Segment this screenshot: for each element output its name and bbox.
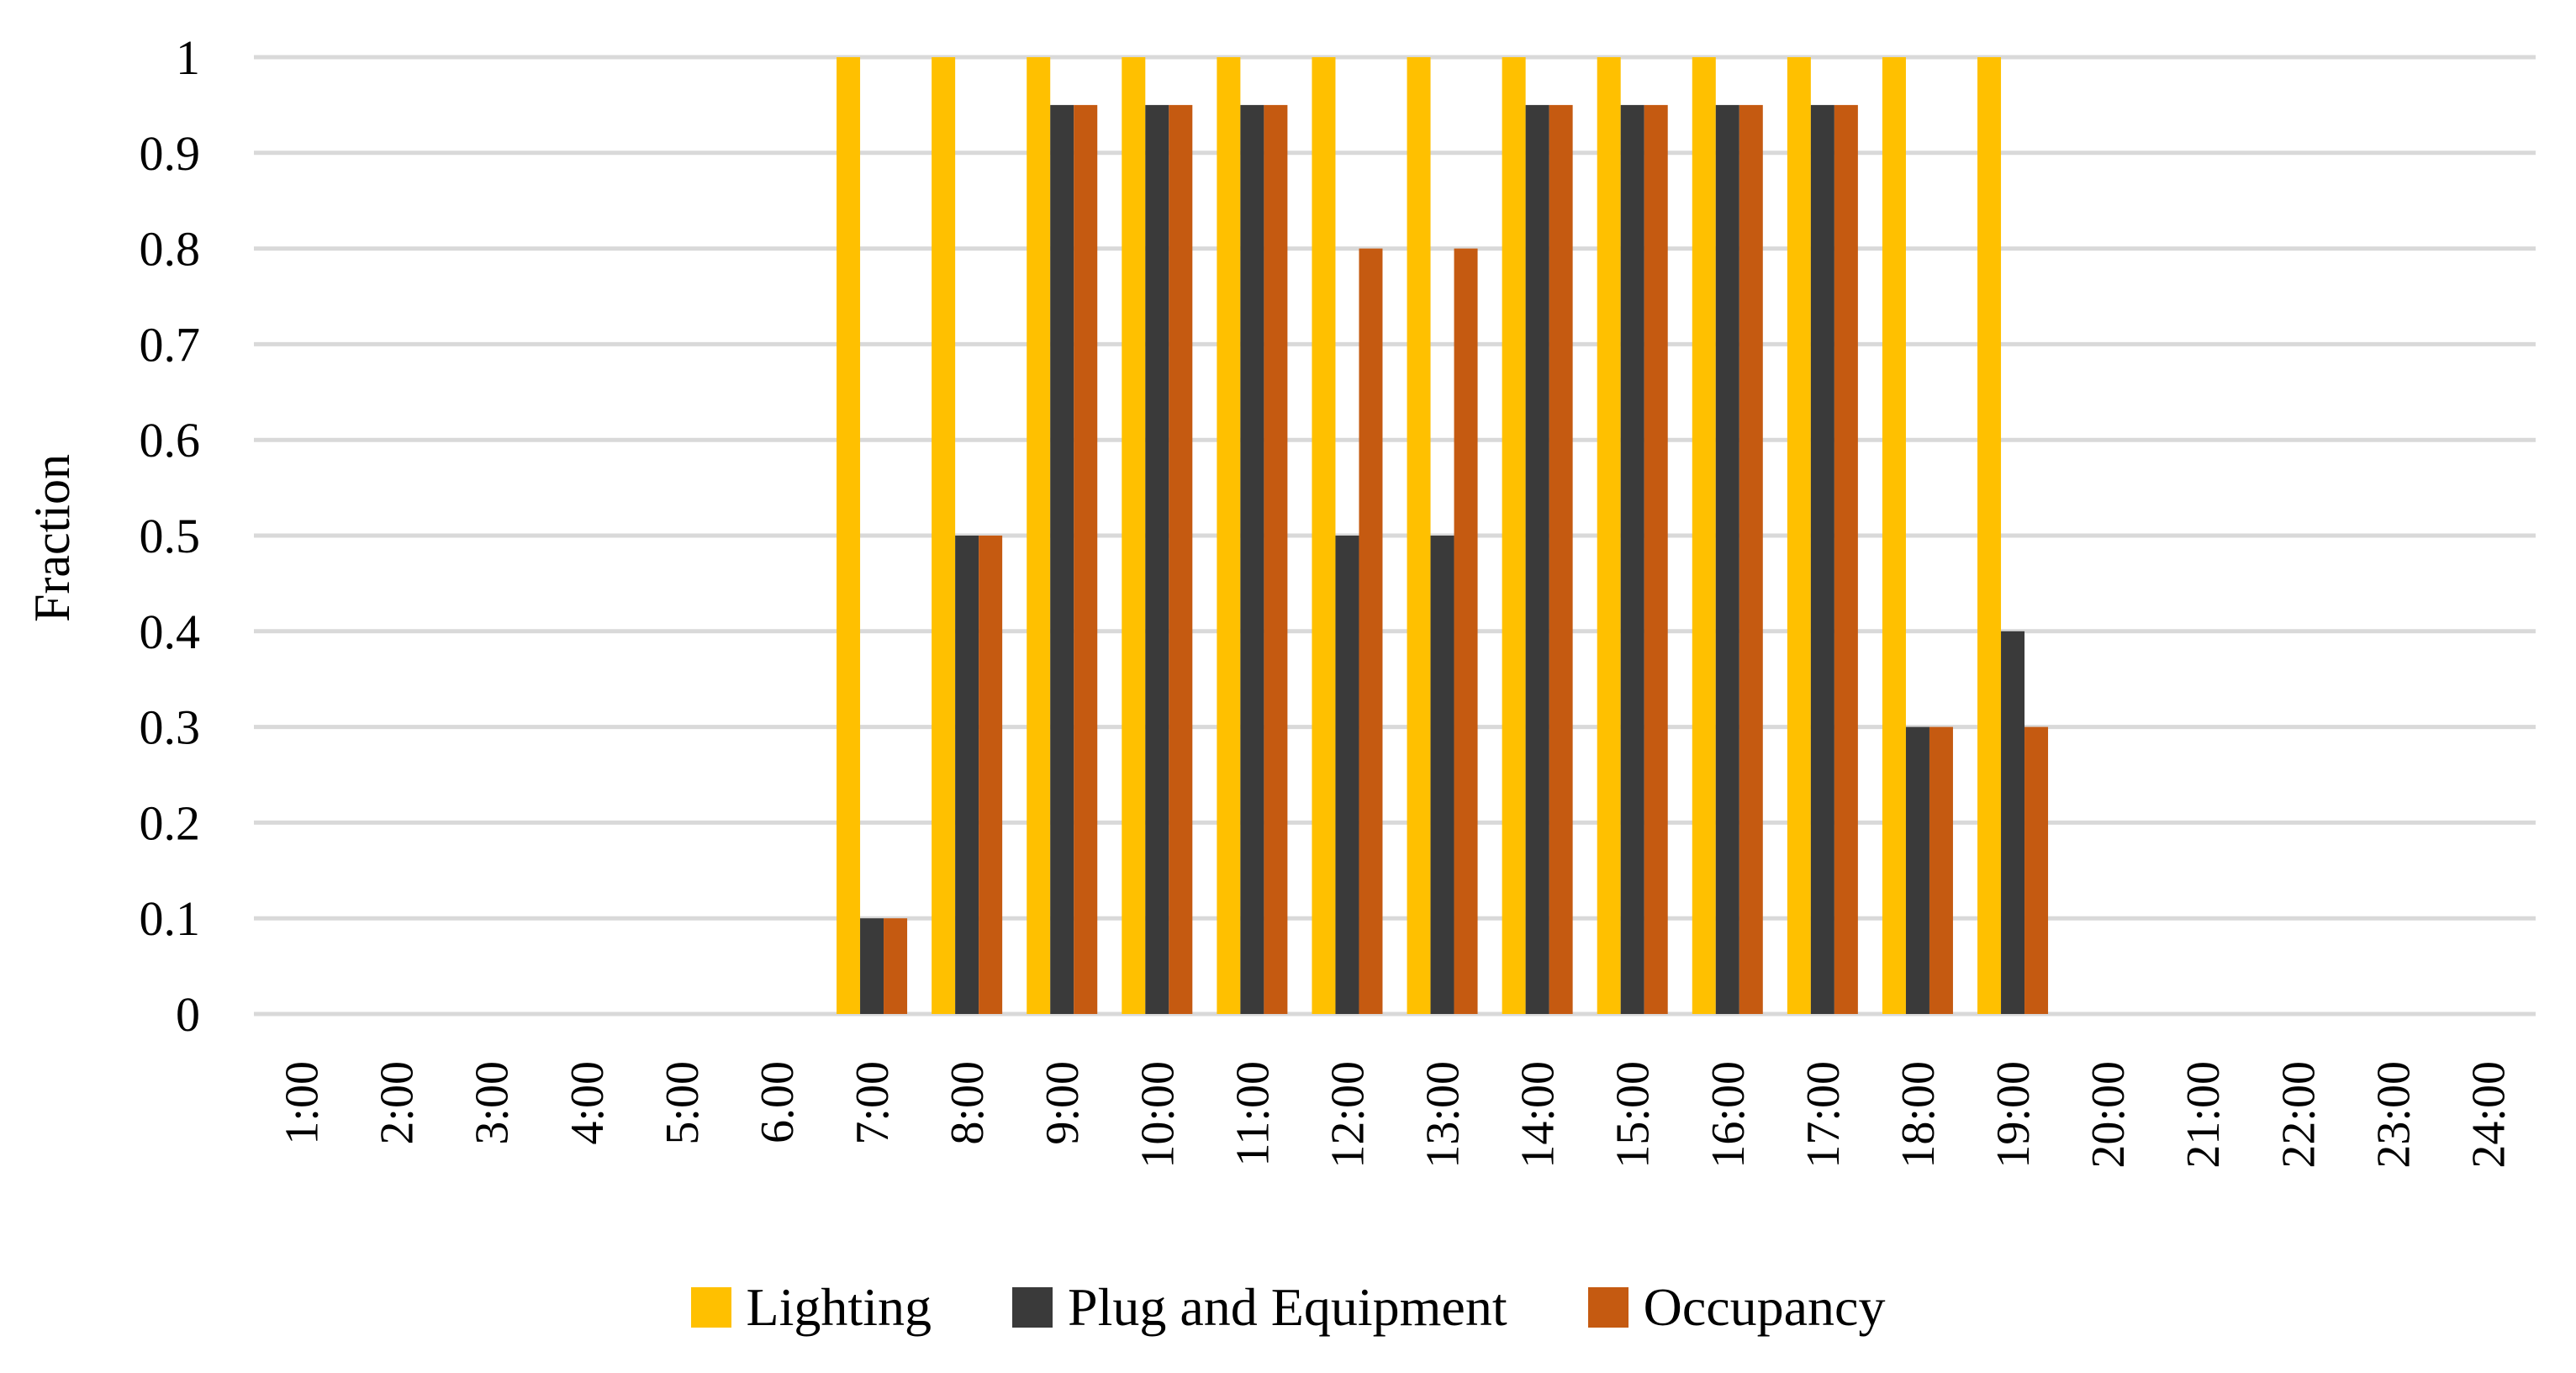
- bar-plug-and-equipment-800: [955, 536, 979, 1014]
- y-tick-label: 0.9: [140, 126, 201, 181]
- y-tick-label: 0.1: [140, 891, 201, 946]
- bar-occupancy-1100: [1264, 104, 1288, 1014]
- y-tick-label: 0.3: [140, 700, 201, 755]
- bar-occupancy-800: [979, 536, 1003, 1014]
- x-axis-ticks: 1:00 2:00 3:00 4:00 5:00 6.00 7:00 8:00 9:00 10:0…: [277, 1061, 2515, 1169]
- bar-plug-and-equipment-1400: [1525, 104, 1549, 1014]
- bar-occupancy-1500: [1644, 104, 1668, 1014]
- x-tick-label: 21:00: [2177, 1061, 2230, 1169]
- x-tick-label: 4:00: [562, 1061, 614, 1145]
- bar-lighting-700: [837, 57, 861, 1014]
- x-tick-label: 1:00: [277, 1061, 329, 1145]
- y-tick-label: 0.8: [140, 222, 201, 277]
- x-tick-label: 15:00: [1607, 1061, 1660, 1169]
- bar-lighting-1200: [1312, 57, 1336, 1014]
- bar-plug-and-equipment-1900: [2001, 631, 2025, 1014]
- bar-plug-and-equipment-1300: [1430, 536, 1454, 1014]
- y-tick-label: 0.5: [140, 509, 201, 563]
- x-tick-label: 7:00: [847, 1061, 899, 1145]
- bar-plug-and-equipment-1700: [1810, 104, 1834, 1014]
- x-tick-label: 3:00: [467, 1061, 519, 1145]
- bar-occupancy-1400: [1549, 104, 1573, 1014]
- bar-lighting-1600: [1692, 57, 1716, 1014]
- x-tick-label: 12:00: [1322, 1061, 1374, 1169]
- bar-lighting-1700: [1787, 57, 1811, 1014]
- legend-swatch: [1011, 1287, 1053, 1328]
- x-tick-label: 16:00: [1702, 1061, 1755, 1169]
- bar-lighting-1400: [1502, 57, 1526, 1014]
- y-tick-label: 1: [176, 30, 200, 85]
- bar-plug-and-equipment-1000: [1145, 104, 1169, 1014]
- x-tick-label: 6.00: [752, 1061, 804, 1143]
- legend-swatch: [1587, 1287, 1628, 1328]
- y-tick-label: 0: [176, 987, 200, 1042]
- legend: Lighting Plug and Equipment Occupancy: [0, 1270, 2576, 1345]
- bar-lighting-1800: [1882, 57, 1906, 1014]
- bar-occupancy-1300: [1454, 248, 1478, 1015]
- x-tick-label: 20:00: [2082, 1061, 2135, 1169]
- bar-occupancy-1900: [2024, 726, 2049, 1014]
- bar-occupancy-700: [884, 918, 908, 1014]
- x-tick-label: 2:00: [372, 1061, 424, 1145]
- bar-occupancy-1700: [1834, 104, 1858, 1014]
- y-tick-label: 0.6: [140, 413, 201, 467]
- bar-occupancy-1600: [1739, 104, 1763, 1014]
- bar-plug-and-equipment-1200: [1335, 536, 1359, 1014]
- legend-label: Occupancy: [1643, 1277, 1886, 1337]
- y-axis-ticks: 0 0.1 0.2 0.3 0.4 0.5 0.6 0.7 0.8 0.9 1: [140, 30, 201, 1042]
- bar-lighting-1100: [1217, 57, 1241, 1014]
- x-tick-label: 5:00: [657, 1061, 709, 1145]
- gridlines: [254, 55, 2536, 1017]
- bar-lighting-1500: [1597, 57, 1621, 1014]
- bar-plug-and-equipment-1800: [1905, 726, 1929, 1014]
- x-tick-label: 9:00: [1037, 1061, 1089, 1145]
- bar-lighting-900: [1027, 57, 1051, 1014]
- x-tick-label: 24:00: [2463, 1061, 2515, 1169]
- legend-label: Plug and Equipment: [1067, 1277, 1507, 1337]
- bar-plug-and-equipment-1100: [1240, 104, 1264, 1014]
- bar-occupancy-1200: [1359, 248, 1383, 1015]
- x-tick-label: 23:00: [2367, 1061, 2420, 1169]
- legend-item-occupancy: Occupancy: [1587, 1276, 1886, 1339]
- x-tick-label: 22:00: [2272, 1061, 2325, 1169]
- x-tick-label: 11:00: [1227, 1061, 1279, 1166]
- bar-occupancy-1800: [1929, 726, 1953, 1014]
- y-tick-label: 0.2: [140, 795, 201, 850]
- y-axis-label: Fraction: [24, 454, 80, 622]
- bar-occupancy-1000: [1169, 104, 1193, 1014]
- legend-item-lighting: Lighting: [690, 1276, 932, 1339]
- bar-lighting-1300: [1407, 57, 1431, 1014]
- x-tick-label: 8:00: [942, 1061, 994, 1145]
- bar-occupancy-900: [1074, 104, 1098, 1014]
- x-tick-label: 13:00: [1417, 1061, 1470, 1169]
- y-tick-label: 0.7: [140, 317, 201, 372]
- bar-lighting-1900: [1977, 57, 2002, 1014]
- bar-plug-and-equipment-700: [860, 918, 884, 1014]
- bar-plug-and-equipment-900: [1050, 104, 1074, 1014]
- bar-plug-and-equipment-1500: [1620, 104, 1644, 1014]
- legend-item-plug-and-equipment: Plug and Equipment: [1011, 1276, 1507, 1339]
- legend-swatch: [690, 1287, 731, 1328]
- x-tick-label: 19:00: [1987, 1061, 2040, 1169]
- x-tick-label: 14:00: [1512, 1061, 1565, 1169]
- y-tick-label: 0.4: [140, 605, 201, 659]
- legend-label: Lighting: [746, 1277, 932, 1337]
- bar-lighting-1000: [1122, 57, 1146, 1014]
- x-tick-label: 10:00: [1132, 1061, 1184, 1169]
- x-tick-label: 17:00: [1797, 1061, 1850, 1169]
- bars: [837, 57, 2049, 1015]
- x-tick-label: 18:00: [1892, 1061, 1945, 1169]
- bar-plug-and-equipment-1600: [1715, 104, 1739, 1014]
- bar-lighting-800: [932, 57, 956, 1014]
